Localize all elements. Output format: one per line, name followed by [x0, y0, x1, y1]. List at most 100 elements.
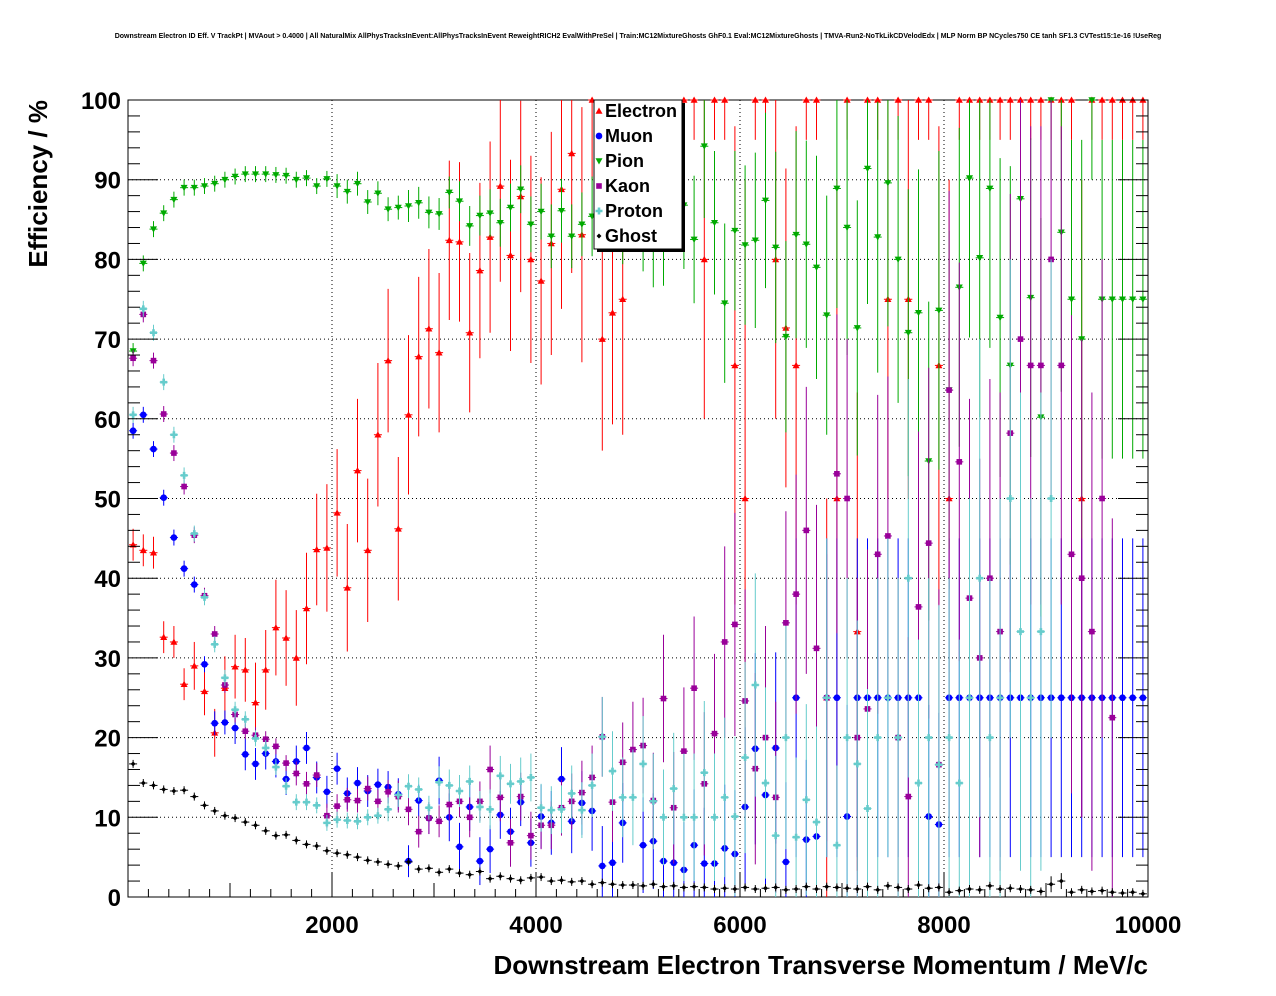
data-point — [343, 584, 351, 591]
data-point — [558, 775, 565, 783]
data-point — [1038, 362, 1044, 369]
data-point — [997, 886, 1003, 892]
data-point — [956, 459, 963, 465]
data-point — [180, 184, 188, 192]
data-point — [885, 533, 891, 539]
data-point — [446, 866, 452, 872]
data-point — [1058, 362, 1065, 369]
series-proton — [129, 259, 1056, 897]
data-point — [242, 819, 248, 825]
data-point — [792, 361, 800, 369]
data-point — [547, 806, 555, 814]
data-point — [150, 445, 157, 453]
data-point — [406, 859, 411, 865]
data-point — [241, 751, 249, 758]
data-point — [1120, 890, 1125, 896]
data-point — [252, 171, 259, 178]
data-point — [935, 307, 943, 314]
data-point — [170, 534, 178, 541]
data-point — [497, 873, 503, 879]
data-point — [150, 357, 157, 364]
y-tick-label: 30 — [94, 646, 121, 673]
data-point — [558, 805, 565, 813]
data-point — [1129, 694, 1137, 702]
data-point — [333, 183, 341, 190]
data-point — [201, 593, 208, 601]
data-point — [282, 634, 290, 641]
data-point — [445, 781, 453, 789]
data-point — [578, 806, 586, 814]
data-point — [630, 882, 636, 888]
data-point — [293, 770, 300, 777]
data-point — [1078, 575, 1085, 581]
data-point — [619, 793, 627, 801]
data-point — [436, 818, 442, 825]
data-point — [364, 785, 371, 792]
data-point — [690, 813, 698, 821]
data-point — [180, 565, 188, 572]
y-tick-label: 20 — [94, 726, 121, 753]
data-point — [639, 760, 647, 768]
data-point — [282, 172, 290, 180]
data-point — [355, 854, 360, 860]
data-point — [690, 236, 698, 243]
data-point — [374, 812, 382, 820]
data-point — [395, 863, 401, 869]
data-point — [609, 309, 616, 316]
data-point — [507, 840, 514, 846]
data-point — [486, 845, 494, 853]
data-point — [292, 176, 300, 184]
data-point — [160, 411, 167, 417]
y-axis-label: Efficiency / % — [23, 100, 53, 268]
data-point — [875, 887, 881, 893]
data-point — [977, 887, 983, 893]
data-point — [783, 620, 789, 626]
data-point — [170, 196, 178, 204]
data-point — [252, 699, 259, 706]
data-point — [1017, 336, 1024, 342]
data-point — [1108, 296, 1116, 303]
data-point — [405, 806, 412, 813]
data-point — [721, 300, 729, 307]
data-point — [202, 802, 207, 808]
data-point — [701, 884, 707, 890]
data-point — [579, 878, 585, 884]
data-point — [394, 204, 402, 212]
data-point — [446, 801, 453, 808]
data-point — [1140, 891, 1146, 897]
data-point — [700, 143, 708, 150]
data-point — [415, 828, 422, 835]
data-point — [231, 706, 239, 714]
legend-marker-electron — [595, 107, 603, 114]
data-point — [457, 870, 462, 876]
data-point — [150, 329, 157, 337]
data-point — [1099, 495, 1105, 502]
y-tick-label: 10 — [94, 805, 121, 832]
data-point — [681, 884, 687, 890]
data-point — [150, 549, 157, 556]
data-point — [385, 861, 391, 867]
data-point — [865, 884, 870, 890]
data-point — [323, 544, 331, 551]
data-point — [374, 431, 382, 438]
data-point — [374, 190, 382, 197]
data-point — [425, 325, 433, 332]
data-point — [222, 813, 228, 819]
data-point — [241, 171, 249, 178]
data-point — [486, 805, 494, 813]
y-tick-label: 60 — [94, 407, 121, 434]
data-point — [1017, 96, 1024, 103]
data-point — [212, 808, 218, 814]
data-point — [792, 231, 800, 239]
y-tick-label: 0 — [108, 885, 121, 912]
data-point — [517, 777, 525, 785]
data-point — [925, 96, 933, 103]
x-tick-label: 10000 — [1115, 912, 1182, 939]
data-point — [793, 886, 799, 892]
x-tick-label: 2000 — [305, 912, 358, 939]
data-point — [904, 329, 912, 337]
legend-marker-muon — [595, 132, 603, 140]
chart-title: Downstream Electron ID Eff. V TrackPt | … — [114, 33, 1162, 40]
data-point — [334, 803, 340, 809]
data-point — [843, 96, 851, 103]
